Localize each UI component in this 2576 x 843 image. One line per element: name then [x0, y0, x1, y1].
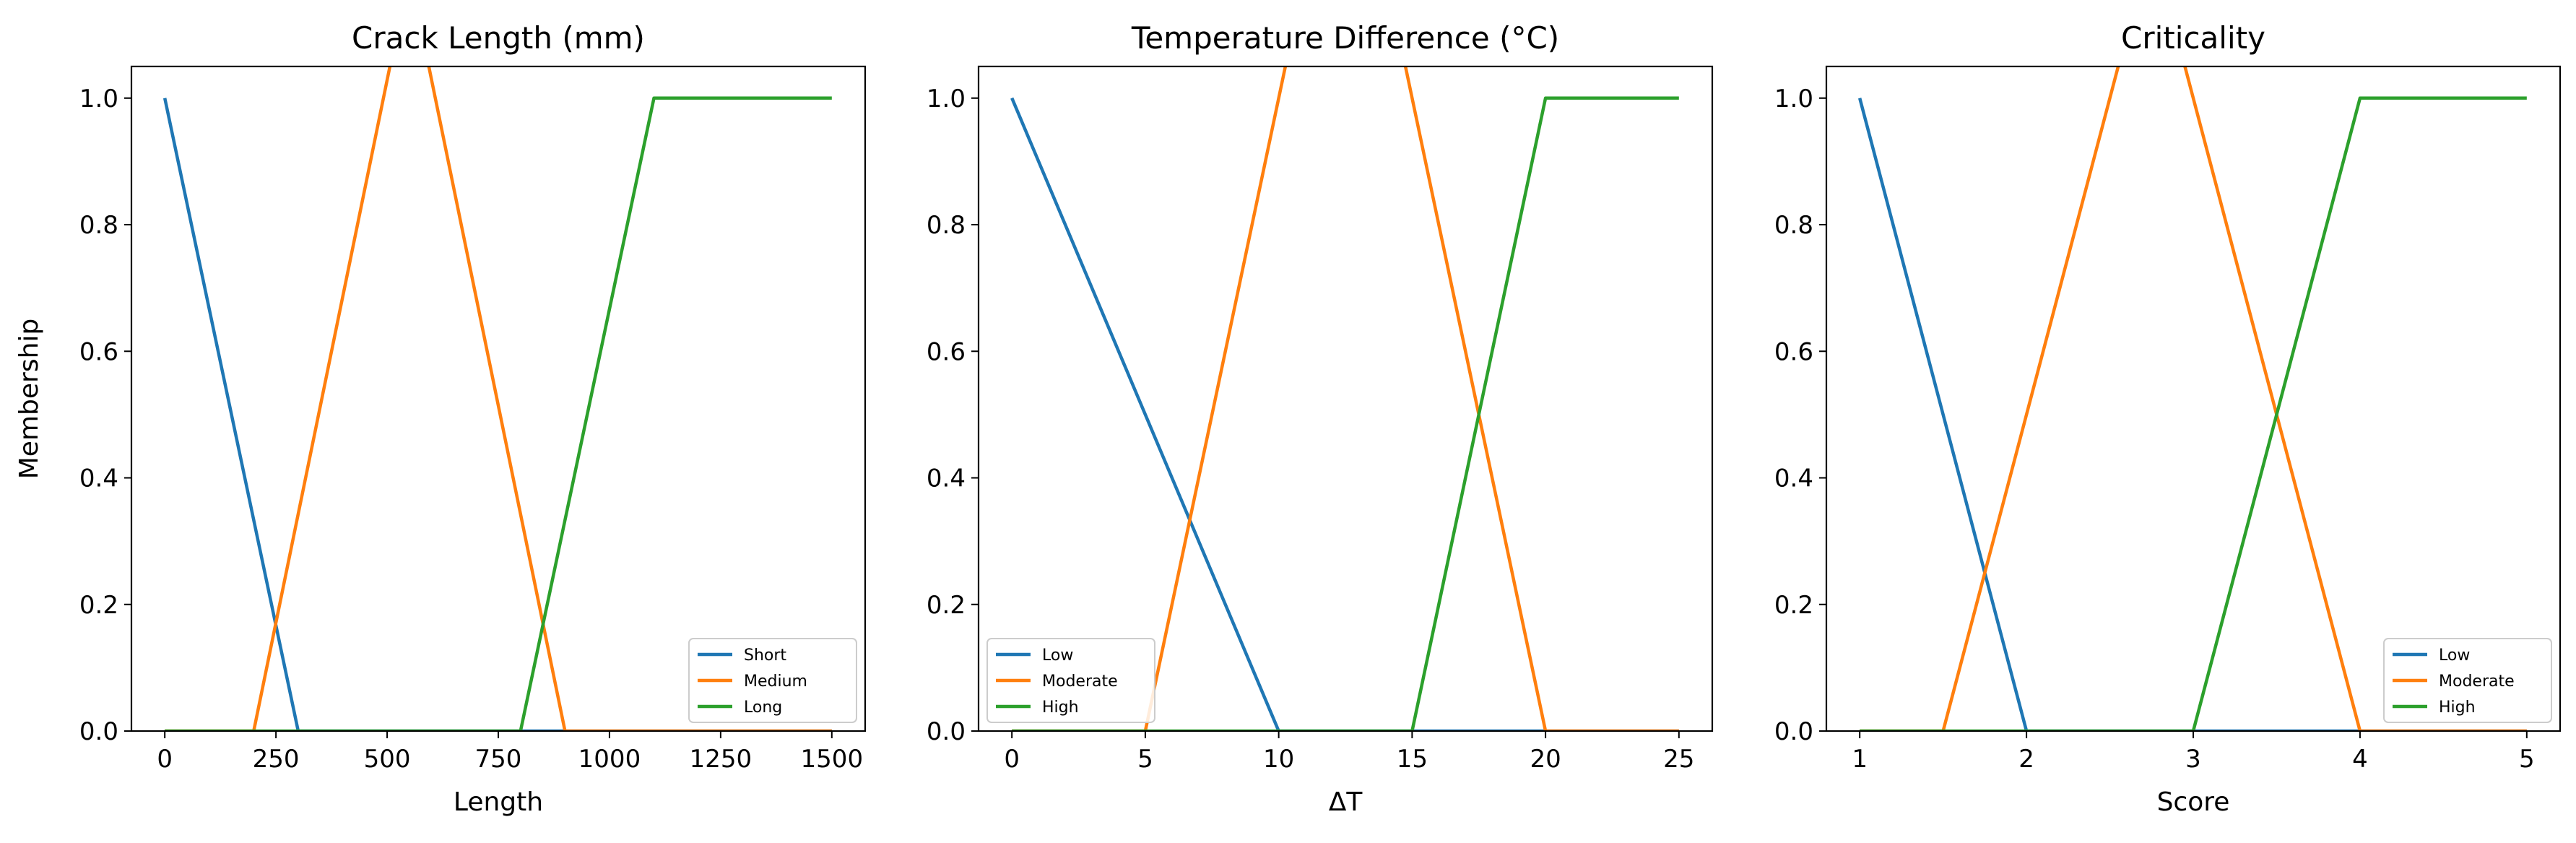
x-axis-label: Score	[2157, 787, 2230, 817]
chart-title: Crack Length (mm)	[352, 20, 645, 56]
series-line-low	[1010, 97, 1679, 731]
chart-panel-3: 1 2 3 4 5 0.0 0.2 0.4 0.6 0.8 1.0 Criticality Score L…	[1774, 20, 2562, 817]
series-line-short	[162, 98, 832, 731]
legend: Low Moderate High	[2383, 638, 2552, 723]
legend-label: Short	[744, 647, 786, 665]
legend: Short Medium Long	[688, 638, 857, 723]
legend-box	[986, 638, 1155, 723]
x-axis-label: ΔT	[1329, 787, 1363, 817]
y-tick-label: 0.0	[79, 717, 118, 746]
legend: Low Moderate High	[986, 638, 1155, 723]
x-tick-label: 500	[364, 745, 411, 774]
plot-frame	[1825, 65, 2562, 732]
y-tick-label: 1.0	[1774, 85, 1813, 113]
legend-label: Long	[744, 699, 782, 717]
x-tick-label: 0	[157, 745, 173, 774]
series-line-high	[1860, 96, 2527, 731]
x-tick-label: 3	[2185, 745, 2201, 774]
x-tick-label: 250	[253, 745, 300, 774]
x-tick-label: 20	[1530, 745, 1561, 774]
x-tick-label: 1250	[690, 745, 753, 774]
legend-label: High	[1042, 699, 1079, 717]
legend-label: Medium	[744, 673, 807, 691]
x-tick-label: 25	[1663, 745, 1694, 774]
y-tick-label: 0.2	[927, 591, 966, 620]
y-tick-label: 0.0	[1774, 717, 1813, 746]
y-tick-label: 0.6	[927, 337, 966, 366]
series-line-long	[165, 96, 832, 731]
legend-label: Moderate	[1042, 673, 1118, 691]
legend-label: Low	[2439, 647, 2470, 665]
legend-label: Moderate	[2439, 673, 2515, 691]
y-tick-label: 0.4	[79, 464, 118, 493]
series-line-moderate	[1860, 66, 2527, 731]
y-tick-label: 0.8	[927, 211, 966, 240]
x-tick-label: 1000	[578, 745, 641, 774]
y-tick-label: 0.6	[1774, 337, 1813, 366]
chart-panel-1: 0 250 500 750 1000 1250 1500 0.0 0.2 0.4 0.6 0.8 1.0…	[14, 20, 867, 817]
chart-title: Temperature Difference (°C)	[1131, 20, 1559, 56]
x-axis-label: Length	[454, 787, 543, 817]
x-tick-label: 5	[1137, 745, 1153, 774]
series-line-low	[1858, 98, 2527, 731]
series-line-medium	[165, 66, 832, 731]
x-tick-label: 10	[1263, 745, 1294, 774]
y-tick-label: 0.6	[79, 337, 118, 366]
y-tick-label: 1.0	[79, 85, 118, 113]
legend-label: High	[2439, 699, 2476, 717]
x-tick-label: 4	[2352, 745, 2368, 774]
x-tick-label: 0	[1004, 745, 1020, 774]
y-tick-label: 0.4	[927, 464, 966, 493]
x-tick-label: 15	[1397, 745, 1428, 774]
series-line-moderate	[1012, 66, 1679, 731]
y-tick-label: 1.0	[927, 85, 966, 113]
y-tick-label: 0.8	[1774, 211, 1813, 240]
chart-panel-2: 0 5 10 15 20 25 0.0 0.2 0.4 0.6 0.8 1.0 Temperature …	[927, 20, 1714, 817]
y-tick-label: 0.8	[79, 211, 118, 240]
y-tick-label: 0.0	[927, 717, 966, 746]
y-tick-label: 0.2	[1774, 591, 1813, 620]
y-tick-label: 0.4	[1774, 464, 1813, 493]
x-tick-label: 5	[2519, 745, 2535, 774]
legend-label: Low	[1042, 647, 1073, 665]
chart-title: Criticality	[2121, 20, 2265, 56]
x-tick-label: 1	[1852, 745, 1868, 774]
plot-frame	[977, 65, 1714, 732]
legend-box	[688, 638, 857, 723]
x-tick-label: 750	[475, 745, 522, 774]
legend-box	[2383, 638, 2552, 723]
x-tick-label: 2	[2018, 745, 2034, 774]
series-line-high	[1012, 96, 1679, 731]
y-tick-label: 0.2	[79, 591, 118, 620]
x-tick-label: 1500	[801, 745, 864, 774]
y-axis-label: Membership	[14, 319, 44, 480]
